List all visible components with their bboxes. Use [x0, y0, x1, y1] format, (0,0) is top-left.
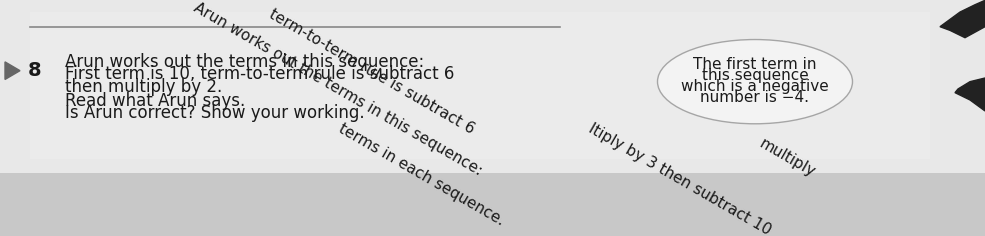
- Text: First term is 10, term-to-term rule is subtract 6: First term is 10, term-to-term rule is s…: [65, 65, 454, 83]
- Text: terms in each sequence.: terms in each sequence.: [336, 121, 507, 229]
- Text: Arun works out the terms in this sequence:: Arun works out the terms in this sequenc…: [191, 0, 486, 178]
- Text: term-to-term rule is subtract 6: term-to-term rule is subtract 6: [266, 7, 477, 137]
- Text: ltiply by 3 then subtract 10: ltiply by 3 then subtract 10: [586, 121, 774, 236]
- FancyBboxPatch shape: [0, 0, 985, 173]
- Text: Arun works out the terms in this sequence:: Arun works out the terms in this sequenc…: [65, 53, 425, 71]
- Text: then multiply by 2.: then multiply by 2.: [65, 78, 223, 96]
- Polygon shape: [940, 0, 985, 38]
- Text: 8: 8: [28, 61, 41, 80]
- Polygon shape: [5, 62, 20, 80]
- Text: which is a negative: which is a negative: [681, 79, 828, 94]
- Text: The first term in: The first term in: [693, 57, 817, 72]
- Ellipse shape: [658, 40, 852, 124]
- Text: number is −4.: number is −4.: [700, 90, 810, 105]
- Text: Read what Arun says.: Read what Arun says.: [65, 92, 245, 110]
- Text: Is Arun correct? Show your working.: Is Arun correct? Show your working.: [65, 104, 364, 122]
- Text: this sequence: this sequence: [701, 68, 809, 83]
- FancyBboxPatch shape: [30, 12, 930, 159]
- Polygon shape: [955, 78, 985, 111]
- Text: multiply: multiply: [756, 136, 818, 180]
